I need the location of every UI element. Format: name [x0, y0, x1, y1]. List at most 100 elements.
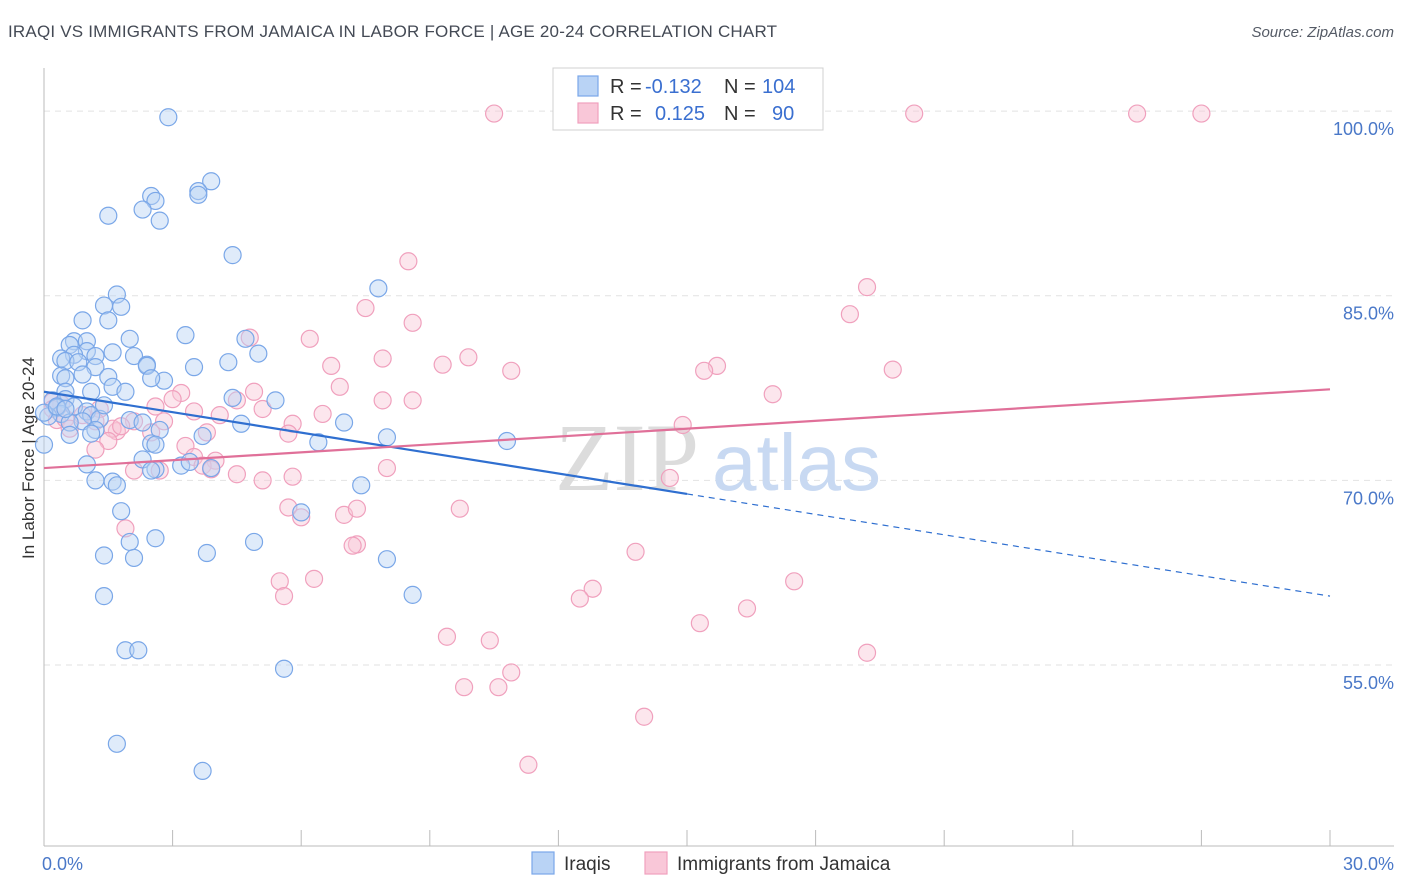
iraqis-point	[176, 326, 195, 345]
jamaica-point	[270, 572, 289, 591]
iraqis-point	[133, 200, 152, 219]
iraqis-point	[73, 311, 92, 330]
jamaica-point	[450, 499, 469, 518]
iraqis-point	[112, 502, 131, 521]
series-iraqis-points	[34, 108, 517, 781]
jamaica-point	[399, 252, 418, 271]
iraqis-point	[369, 279, 388, 298]
iraqis-point	[77, 332, 96, 351]
source-label: Source: ZipAtlas.com	[1251, 24, 1394, 41]
iraqis-point	[197, 543, 216, 563]
jamaica-point	[274, 587, 294, 606]
iraqis-point	[56, 399, 75, 419]
iraqis-point	[377, 550, 397, 569]
iraqis-point	[142, 461, 161, 480]
iraqis-point	[60, 413, 79, 432]
iraqis-point	[99, 367, 118, 387]
iraqis-point	[223, 388, 242, 408]
jamaica-point	[489, 678, 508, 697]
bottom-legend-swatch-jamaica	[644, 851, 668, 875]
iraqis-point	[124, 346, 144, 366]
legend-r-label-2: R =	[610, 103, 642, 125]
iraqis-point	[99, 311, 118, 330]
iraqis-point	[202, 458, 221, 478]
jamaica-point	[519, 755, 538, 774]
jamaica-point	[116, 519, 135, 538]
legend-r-label-1: R =	[610, 76, 642, 98]
iraqis-point	[129, 641, 148, 660]
jamaica-point	[433, 355, 452, 374]
jamaica-point	[626, 542, 645, 561]
jamaica-point	[403, 391, 422, 410]
y-tick-label: 70.0%	[1343, 488, 1394, 508]
jamaica-point	[86, 440, 105, 459]
y-tick-label: 55.0%	[1343, 673, 1394, 693]
jamaica-point	[253, 471, 272, 490]
iraqis-point	[82, 424, 101, 443]
bottom-legend-swatch-iraqis	[531, 851, 555, 875]
iraqis-point	[219, 353, 238, 372]
iraqis-point	[103, 343, 122, 362]
jamaica-point	[1127, 104, 1147, 123]
jamaica-point	[343, 536, 362, 555]
jamaica-point	[146, 397, 165, 416]
iraqis-point	[266, 391, 285, 410]
legend-n-label-1: N =	[724, 76, 756, 98]
iraqis-point	[112, 297, 131, 316]
iraqis-point	[124, 548, 144, 568]
chart-title: IRAQI VS IMMIGRANTS FROM JAMAICA IN LABO…	[8, 22, 778, 41]
jamaica-point	[502, 361, 521, 380]
jamaica-point	[583, 579, 602, 598]
legend-r-value-2: 0.125	[655, 103, 705, 125]
jamaica-point	[163, 390, 182, 409]
iraqis-point	[193, 761, 212, 781]
y-tick-labels: 100.0% 85.0% 70.0% 55.0%	[1333, 119, 1394, 693]
iraqis-point	[146, 435, 165, 454]
jamaica-point	[373, 391, 392, 410]
iraqis-point	[223, 246, 242, 265]
iraqis-point	[116, 641, 135, 660]
jamaica-point	[857, 643, 877, 662]
iraqis-point	[249, 344, 268, 363]
jamaica-point	[347, 499, 367, 518]
iraqis-point	[184, 358, 204, 377]
iraqis-point	[99, 206, 118, 225]
axes	[43, 68, 1394, 847]
jamaica-point	[695, 361, 714, 380]
iraqis-trendline-extension	[686, 493, 1331, 597]
jamaica-point	[300, 329, 319, 348]
jamaica-trendline	[43, 388, 1331, 470]
jamaica-point	[292, 508, 311, 527]
iraqis-point	[60, 425, 79, 444]
jamaica-point	[279, 424, 298, 443]
jamaica-point	[99, 431, 118, 451]
iraqis-point	[150, 420, 169, 440]
jamaica-point	[373, 349, 392, 368]
legend: R = -0.132 N = 104 R = 0.125 N = 90	[552, 67, 824, 131]
iraqis-point	[120, 532, 139, 552]
jamaica-point	[227, 465, 246, 484]
jamaica-point	[690, 614, 709, 633]
jamaica-point	[437, 627, 457, 646]
iraqis-point	[292, 503, 311, 522]
iraqis-point	[352, 476, 371, 495]
jamaica-point	[570, 589, 589, 608]
x-tick-label-max: 30.0%	[1343, 854, 1394, 874]
bottom-legend-label-iraqis: Iraqis	[564, 854, 610, 875]
jamaica-point	[244, 382, 264, 401]
jamaica-point	[403, 313, 422, 332]
iraqis-point	[107, 476, 126, 495]
jamaica-point	[635, 707, 654, 726]
y-tick-label: 100.0%	[1333, 119, 1394, 139]
jamaica-point	[883, 360, 902, 379]
legend-r-value-1: -0.132	[645, 76, 702, 98]
iraqis-point	[236, 329, 255, 348]
jamaica-point	[502, 663, 521, 682]
jamaica-point	[840, 305, 859, 324]
iraqis-point	[146, 191, 165, 211]
jamaica-point	[304, 569, 324, 588]
watermark-atlas: atlas	[712, 418, 881, 507]
jamaica-point	[377, 458, 397, 478]
x-tick-label-min: 0.0%	[42, 854, 83, 874]
